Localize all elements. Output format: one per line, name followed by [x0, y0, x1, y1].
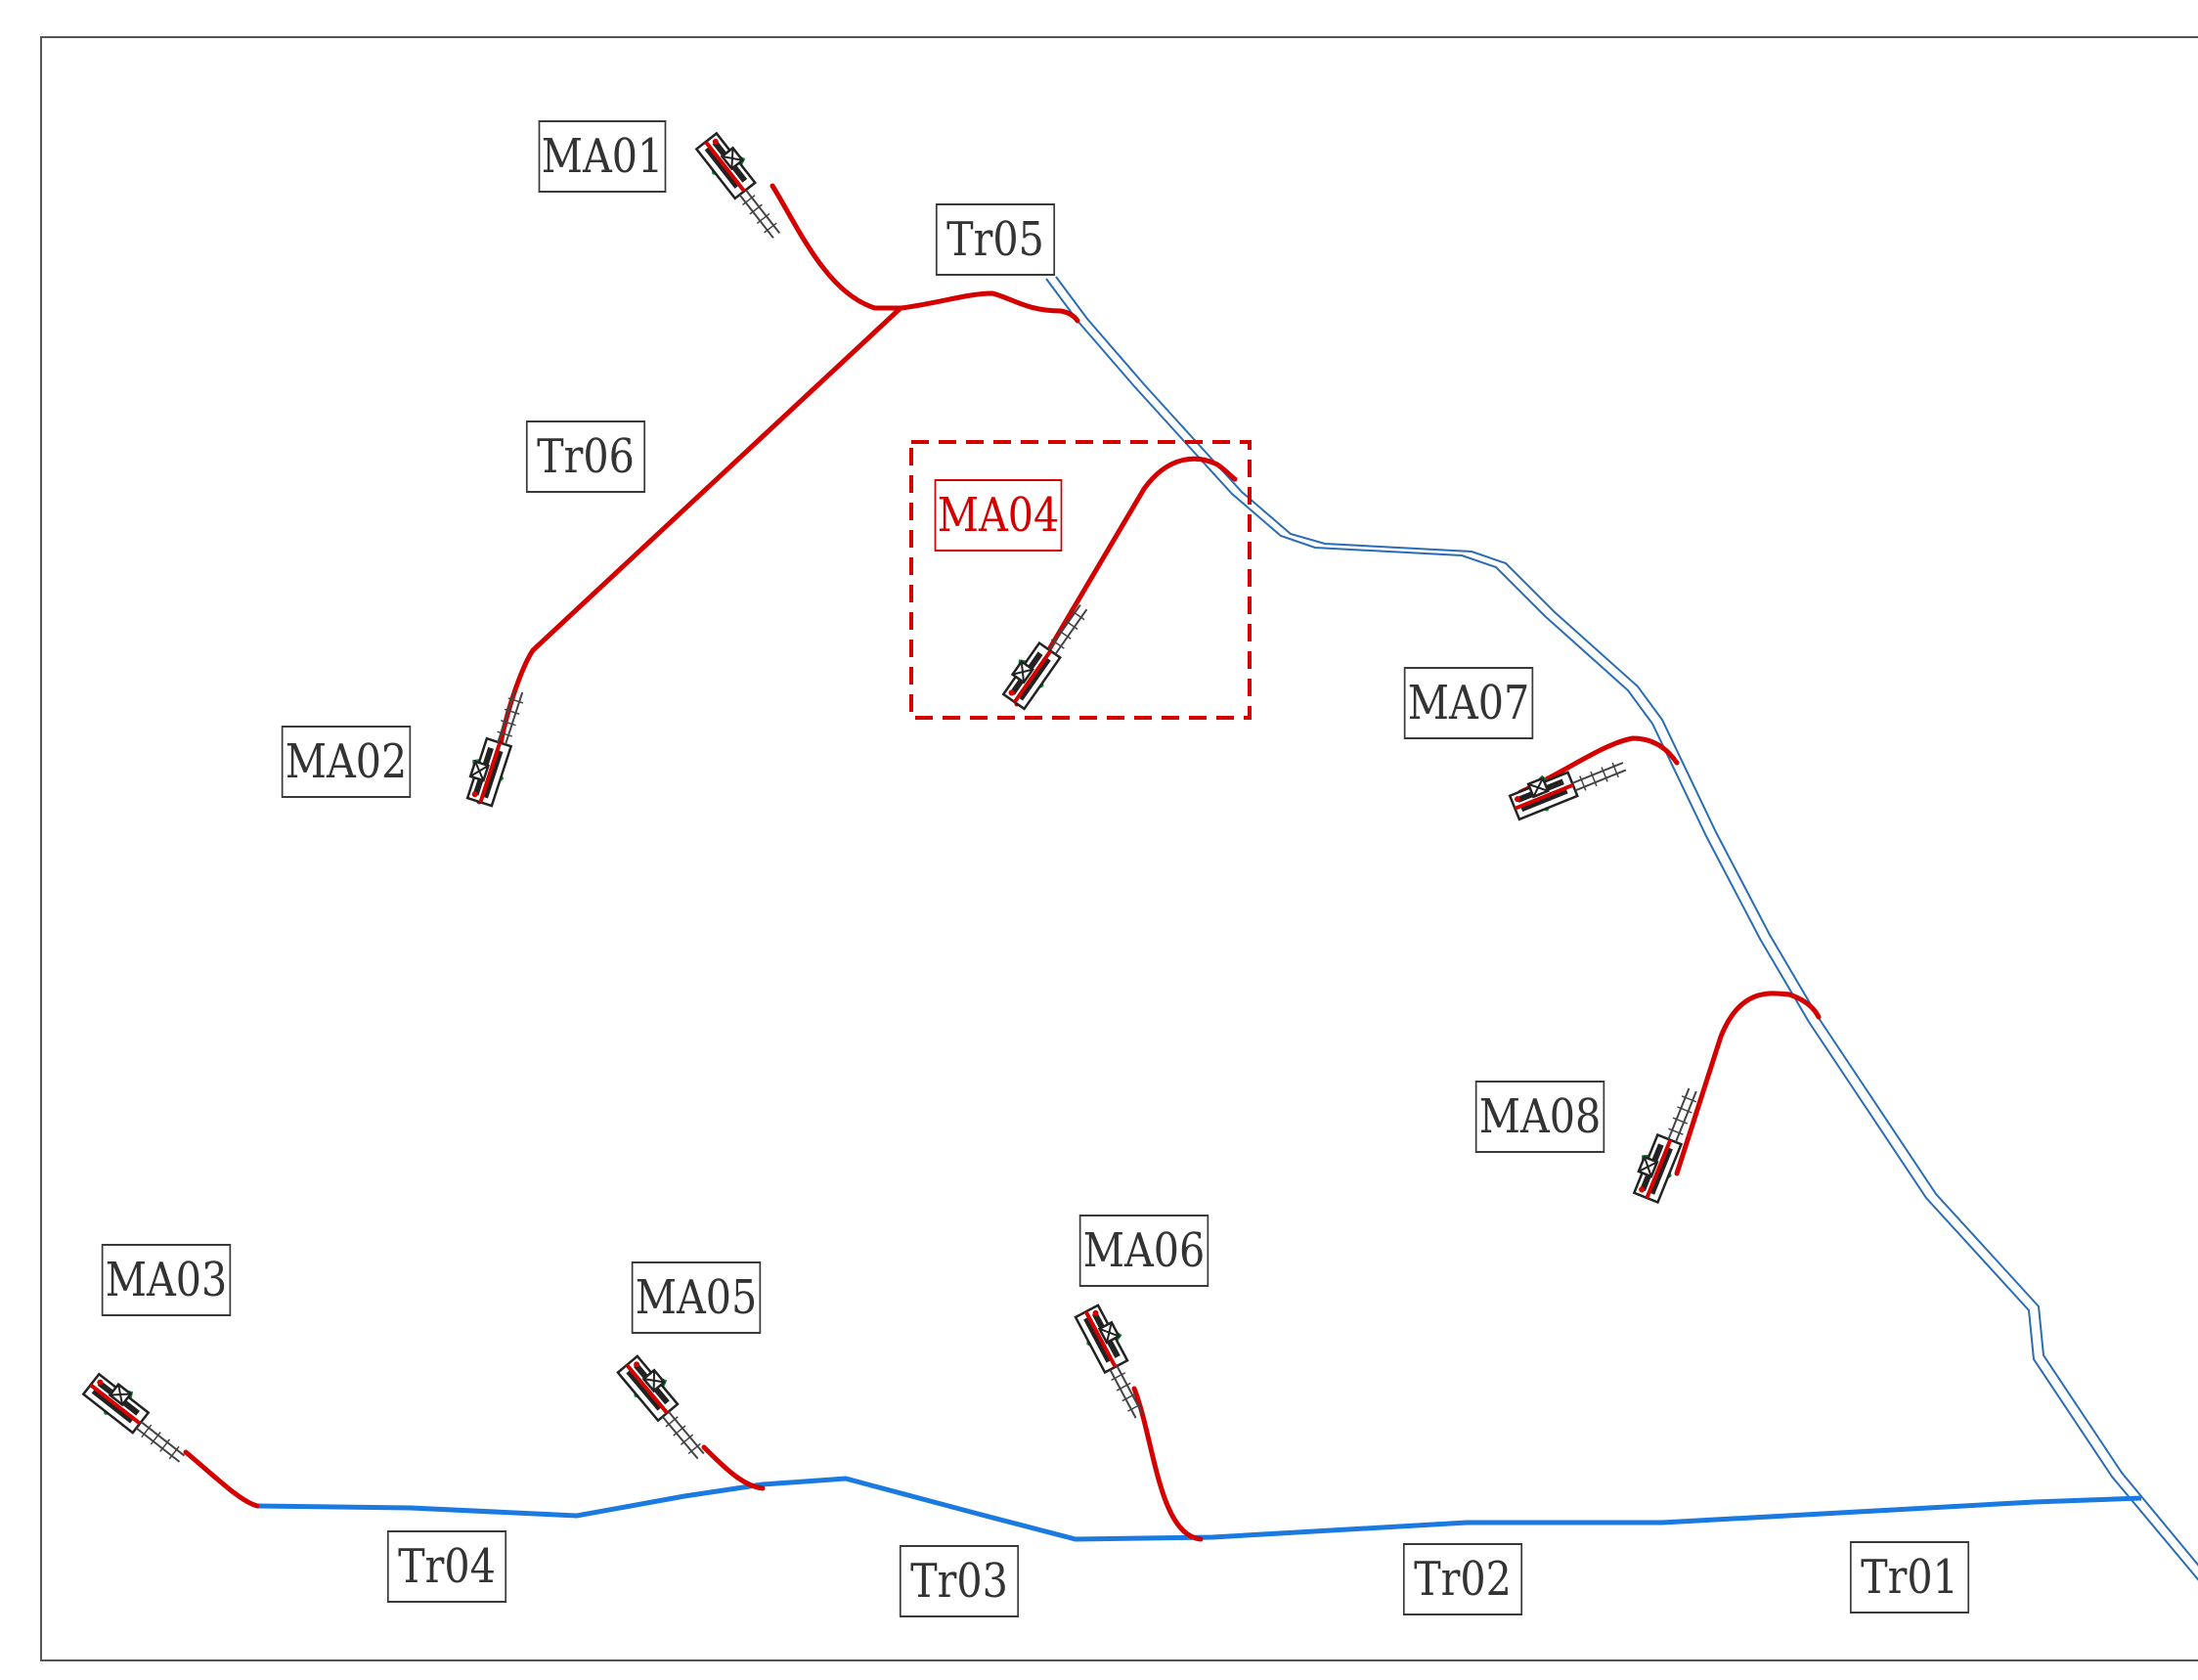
machine-ma06-icon [1074, 1303, 1158, 1422]
main-line [256, 1476, 2142, 1542]
branch-ma01 [769, 183, 878, 311]
label-ma07: MA07 [1403, 667, 1534, 739]
label-ma02: MA02 [281, 726, 412, 798]
label-tr04: Tr04 [386, 1530, 507, 1603]
machine-ma01-icon [692, 127, 796, 245]
highlight-box-ma04 [909, 440, 1252, 720]
label-ma03: MA03 [101, 1244, 232, 1316]
label-tr05: Tr05 [935, 203, 1056, 276]
branch-ma07 [1517, 735, 1680, 795]
machine-ma02-icon [460, 683, 532, 809]
river-channel [1045, 276, 2198, 1581]
label-ma05: MA05 [631, 1261, 762, 1334]
machine-ma04-icon [996, 593, 1096, 713]
label-ma01: MA01 [538, 120, 667, 193]
label-ma08: MA08 [1474, 1081, 1605, 1153]
branch-ma08 [1674, 991, 1822, 1176]
branch-lines [183, 183, 1822, 1542]
machine-ma08-icon [1626, 1080, 1706, 1206]
label-tr06: Tr06 [525, 420, 646, 493]
machine-ma03-icon [80, 1367, 198, 1471]
branch-ma04 [1014, 456, 1238, 707]
diagram-frame [40, 36, 2198, 1661]
label-tr02: Tr02 [1402, 1543, 1523, 1615]
label-tr01: Tr01 [1849, 1541, 1970, 1614]
branch-ma03 [183, 1449, 260, 1509]
label-ma06: MA06 [1078, 1215, 1209, 1287]
branch-ma05 [701, 1444, 766, 1491]
branch-ma06 [1131, 1386, 1204, 1542]
branch-tr05 [872, 290, 1080, 324]
branch-tr06 [498, 306, 902, 746]
label-ma04: MA04 [934, 479, 1063, 552]
machine-ma07-icon [1505, 744, 1631, 823]
label-tr03: Tr03 [899, 1545, 1020, 1617]
